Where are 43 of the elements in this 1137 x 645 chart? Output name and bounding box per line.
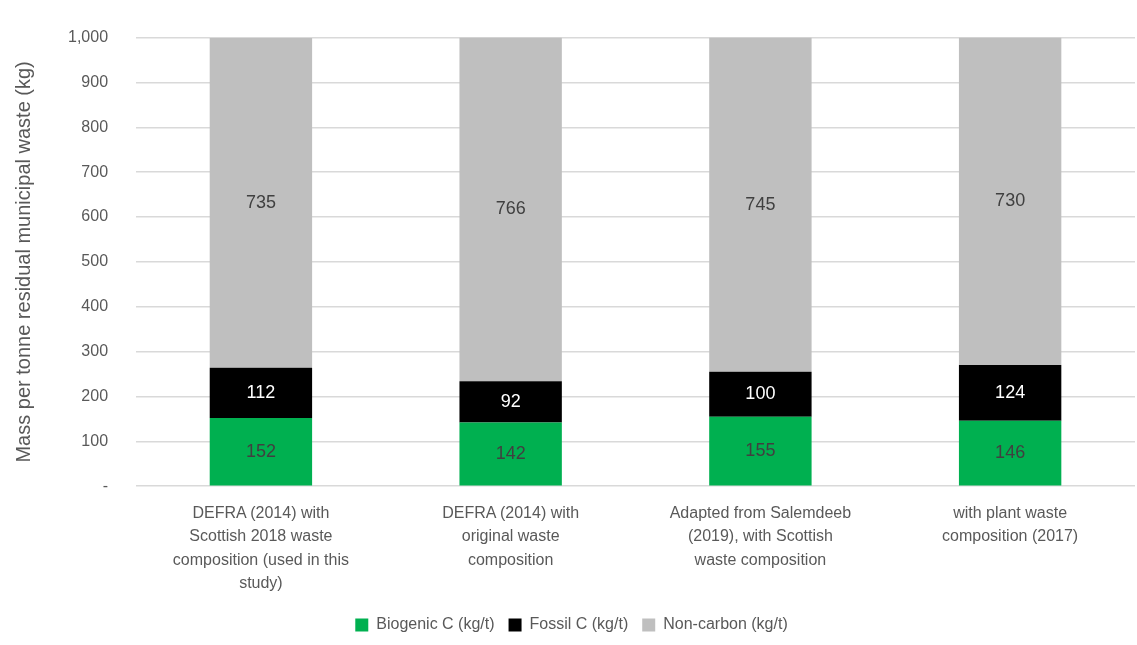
data-label: 112 [246, 381, 276, 402]
y-tick-label: 1,000 [67, 28, 109, 46]
bar [209, 418, 313, 486]
x-tick-label: with plant waste composition (2017) [942, 504, 1079, 545]
y-tick-label: 100 [81, 431, 109, 449]
y-axis-title: Mass per tonne residual municipal waste (kg) [11, 61, 34, 463]
x-tick-label: DEFRA (2014) with Scottish 2018 waste composition (used in this study) [172, 504, 349, 591]
data-label: 152 [245, 440, 276, 461]
y-tick-label: 900 [81, 72, 109, 90]
bar [709, 416, 812, 486]
y-tick-label: 600 [81, 207, 109, 225]
bar [459, 37, 562, 382]
data-label: 100 [745, 383, 776, 404]
legend-label: Fossil C (kg/t) [529, 615, 629, 633]
data-label: 142 [495, 442, 526, 463]
bar [459, 422, 562, 486]
x-tick-label: Adapted from Salemdeeb (2019), with Scottish waste composition [669, 504, 852, 568]
bar [459, 381, 562, 423]
data-label: 766 [495, 198, 526, 219]
y-tick-label: 500 [81, 252, 109, 270]
bar [709, 371, 812, 417]
data-label: 146 [995, 442, 1026, 463]
bar [209, 38, 313, 368]
y-tick-label: 300 [81, 342, 109, 360]
bar [709, 37, 812, 372]
data-label: 155 [745, 440, 776, 461]
y-tick-label: 400 [81, 297, 109, 315]
bar [209, 367, 313, 419]
legend-label: Non-carbon (kg/t) [663, 615, 788, 633]
x-tick-label: DEFRA (2014) with original waste composition [442, 504, 580, 568]
data-label: 124 [995, 381, 1026, 402]
y-tick-label: 800 [81, 117, 109, 135]
data-label: 730 [995, 190, 1026, 211]
y-tick-label: 700 [81, 162, 109, 180]
data-label: 745 [745, 193, 776, 214]
data-label: 735 [245, 191, 276, 212]
y-tick-label: - [102, 476, 109, 494]
bar [958, 420, 1062, 486]
bar [958, 365, 1062, 421]
data-label: 92 [500, 390, 521, 411]
legend-label: Biogenic C (kg/t) [376, 615, 495, 633]
y-tick-label: 200 [81, 386, 109, 404]
bar [958, 37, 1062, 366]
